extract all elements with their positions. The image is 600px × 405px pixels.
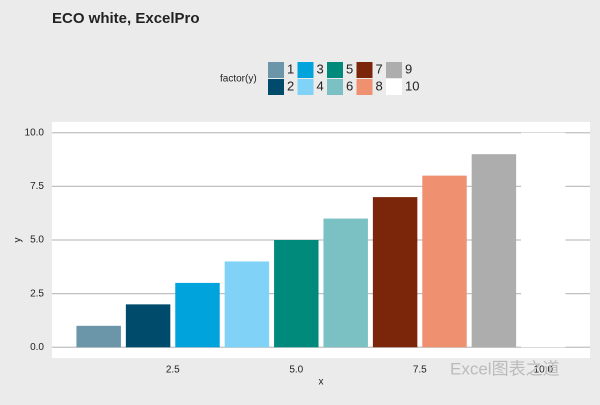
bar [471, 154, 517, 348]
bar [175, 282, 220, 348]
legend-key [297, 62, 314, 78]
bar [274, 240, 319, 348]
legend-label: 8 [376, 78, 383, 93]
legend-key [327, 79, 343, 95]
bar [372, 197, 418, 348]
bar [76, 325, 121, 348]
bar [323, 218, 368, 348]
legend-key [327, 62, 343, 78]
legend-label: 7 [376, 61, 383, 76]
watermark: Excel图表之道 [450, 359, 560, 378]
x-tick-label: 2.5 [166, 365, 180, 376]
x-tick-label: 5.0 [289, 365, 303, 376]
legend-key [386, 79, 402, 95]
legend-label: 1 [287, 61, 294, 76]
legend-key [386, 62, 402, 78]
bar [125, 304, 171, 348]
legend-key [297, 79, 314, 95]
legend-key [356, 62, 373, 78]
legend-label: 10 [405, 78, 419, 93]
y-axis-label: y [13, 238, 24, 243]
legend-label: 9 [405, 61, 412, 76]
legend-label: 4 [317, 78, 324, 93]
legend-key [356, 79, 373, 95]
legend-label: 5 [346, 61, 353, 76]
x-tick-label: 7.5 [413, 365, 427, 376]
chart-title: ECO white, ExcelPro [52, 10, 200, 27]
y-tick-label: 0.0 [30, 342, 44, 353]
legend-title: factor(y) [220, 74, 257, 85]
y-tick-label: 2.5 [30, 288, 44, 299]
legend-key [268, 62, 284, 78]
x-axis-label: x [319, 377, 324, 388]
bar [422, 175, 467, 348]
legend-label: 6 [346, 78, 353, 93]
y-tick-label: 7.5 [30, 181, 44, 192]
bar [521, 132, 566, 348]
x-tick-label: 10.0 [534, 365, 554, 376]
legend-label: 2 [287, 78, 294, 93]
y-tick-label: 5.0 [30, 235, 44, 246]
legend-label: 3 [317, 61, 324, 76]
y-tick-label: 10.0 [25, 127, 45, 138]
legend-key [268, 79, 284, 95]
bar [224, 261, 270, 348]
